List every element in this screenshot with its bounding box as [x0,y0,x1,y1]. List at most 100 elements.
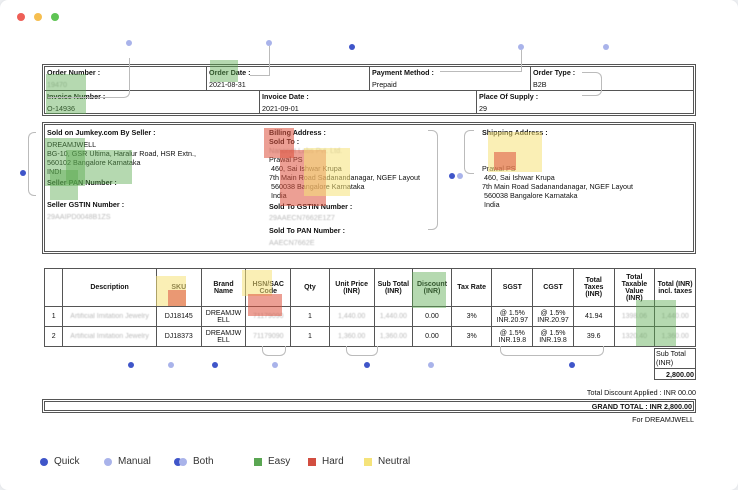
billing-line-3: 560038 Bangalore Karnataka [271,182,365,191]
col-header: Total Taxable Value (INR) [613,268,656,307]
legend-label: Hard [322,456,344,467]
annotation-pin-manual[interactable] [518,44,524,50]
quick-dot-icon [40,457,48,466]
billing-heading: Billing Address : [269,128,326,137]
table-header-row: Description SKU Brand Name HSN/SAC Code … [43,268,696,307]
table-row: 1 Artificial Imitation Jewelry DJ18145 D… [43,306,696,327]
easy-swatch-icon [254,457,262,466]
annotation-pin-manual[interactable] [272,362,278,368]
table-cell: @ 1.5% INR.20.97 [532,306,574,327]
order-number-label: Order Number : [47,68,101,77]
table-cell: 39.6 [572,326,615,347]
manual-dot-icon [104,457,112,466]
annotation-pin-manual[interactable] [168,362,174,368]
col-header: Qty [290,268,330,307]
subtotal-box [654,348,696,380]
col-header: Total Taxes (INR) [572,268,615,307]
minimize-dot-icon[interactable] [34,13,42,21]
seller-name: DREAMJWELL [47,140,97,149]
table-cell: 1,440.00 [654,306,696,327]
table-cell: 1 [290,326,330,347]
annotation-pin-manual[interactable] [126,40,132,46]
both-dot-icon [179,457,187,466]
annotation-pin-quick[interactable] [364,362,370,368]
place-of-supply-value: 29 [479,104,487,113]
legend-label: Quick [54,456,80,467]
invoice-date-value: 2021-09-01 [262,104,299,113]
col-header [43,268,64,307]
legend-label: Manual [118,456,151,467]
annotation-pin-quick[interactable] [20,170,26,176]
col-header: Tax Rate [450,268,493,307]
maximize-dot-icon[interactable] [51,13,59,21]
shipping-line-1: 460, Sai Ishwar Krupa [484,173,555,182]
legend-manual: Manual [104,456,151,467]
close-dot-icon[interactable] [17,13,25,21]
seller-address-1: BG-10, GSR Ultima, Haralur Road, HSR Ext… [47,149,196,158]
signature: For DREAMJWELL [632,415,694,424]
sold-to-label: Sold To : [269,137,300,146]
annotation-pin-manual[interactable] [428,362,434,368]
seller-heading: Sold on Jumkey.com By Seller : [47,128,156,137]
table-row: 2 Artificial Imitation Jewelry DJ18373 D… [43,326,696,347]
seller-country: INDI [47,167,62,176]
shipping-line-2: 7th Main Road Sadanandanagar, NGEF Layou… [482,182,634,191]
legend-quick: Quick [40,456,80,467]
billing-gstin-label: Sold To GSTIN Number : [269,202,353,211]
table-cell: 1 [43,306,64,327]
items-table: Description SKU Brand Name HSN/SAC Code … [43,268,696,347]
table-cell: 1,360.00 [654,326,696,347]
table-cell: 1,360.00 [373,326,414,347]
subtotal-label: Sub Total (INR) [656,349,686,367]
annotation-pin-quick[interactable] [449,173,455,179]
shipping-name: Prawal PS [482,164,516,173]
annotation-pin-quick[interactable] [128,362,134,368]
shipping-line-3: 560038 Bangalore Karnataka [484,191,578,200]
shipping-country: India [484,200,500,209]
neutral-swatch-icon [364,457,372,466]
col-header: Brand Name [200,268,247,307]
order-date-label: Order Date : [209,68,251,77]
address-box [42,122,696,254]
table-cell: Artificial Imitation Jewelry [62,306,157,327]
table-cell: 1,440.00 [328,306,375,327]
legend-easy: Easy [254,456,290,467]
table-cell: DJ18373 [155,326,202,347]
col-header: SKU [155,268,202,307]
legend-both: Both [174,456,214,467]
order-type-value: B2B [533,80,547,89]
seller-address-2: 560102 Bangalore Karnataka [47,158,141,167]
annotation-pin-manual[interactable] [457,173,463,179]
seller-pan-label: Seller PAN Number : [47,178,117,187]
col-header: Total (INR) incl. taxes [654,268,696,307]
billing-line-1: 460, Sai Ishwar Krupa [271,164,342,173]
seller-gstin-value: 29AAIPD0048B1ZS [47,212,111,221]
shipping-heading: Shipping Address : [482,128,548,137]
annotation-pin-quick[interactable] [212,362,218,368]
table-cell: 1320.40 [613,326,656,347]
table-cell: @ 1.5% INR.20.97 [491,306,534,327]
legend-hard: Hard [308,456,344,467]
table-cell: 0.00 [412,306,452,327]
invoice-number-value: O-14936 [47,104,75,113]
table-cell: 71179090 [245,326,292,347]
annotation-pin-manual[interactable] [266,40,272,46]
order-date-value: 2021-08-31 [209,80,246,89]
table-cell: 71179090 [245,306,292,327]
grand-total: GRAND TOTAL : INR 2,800.00 [591,402,692,411]
col-header: CGST [532,268,574,307]
annotation-pin-manual[interactable] [603,44,609,50]
table-cell: 2 [43,326,64,347]
col-header: Discount (INR) [412,268,452,307]
seller-gstin-label: Seller GSTIN Number : [47,200,125,209]
order-info-box [42,64,696,116]
legend-label: Both [193,456,214,467]
annotation-pin-quick[interactable] [349,44,355,50]
table-cell: 1398.06 [613,306,656,327]
invoice-document: Order Number : 19470 Order Date : 2021-0… [42,58,696,428]
annotation-pin-quick[interactable] [569,362,575,368]
billing-gstin-value: 29AAECN7662E1Z7 [269,213,335,222]
billing-company: Nanonet Labs Pvt. Ltd. [269,146,343,155]
col-header: Sub Total (INR) [373,268,414,307]
